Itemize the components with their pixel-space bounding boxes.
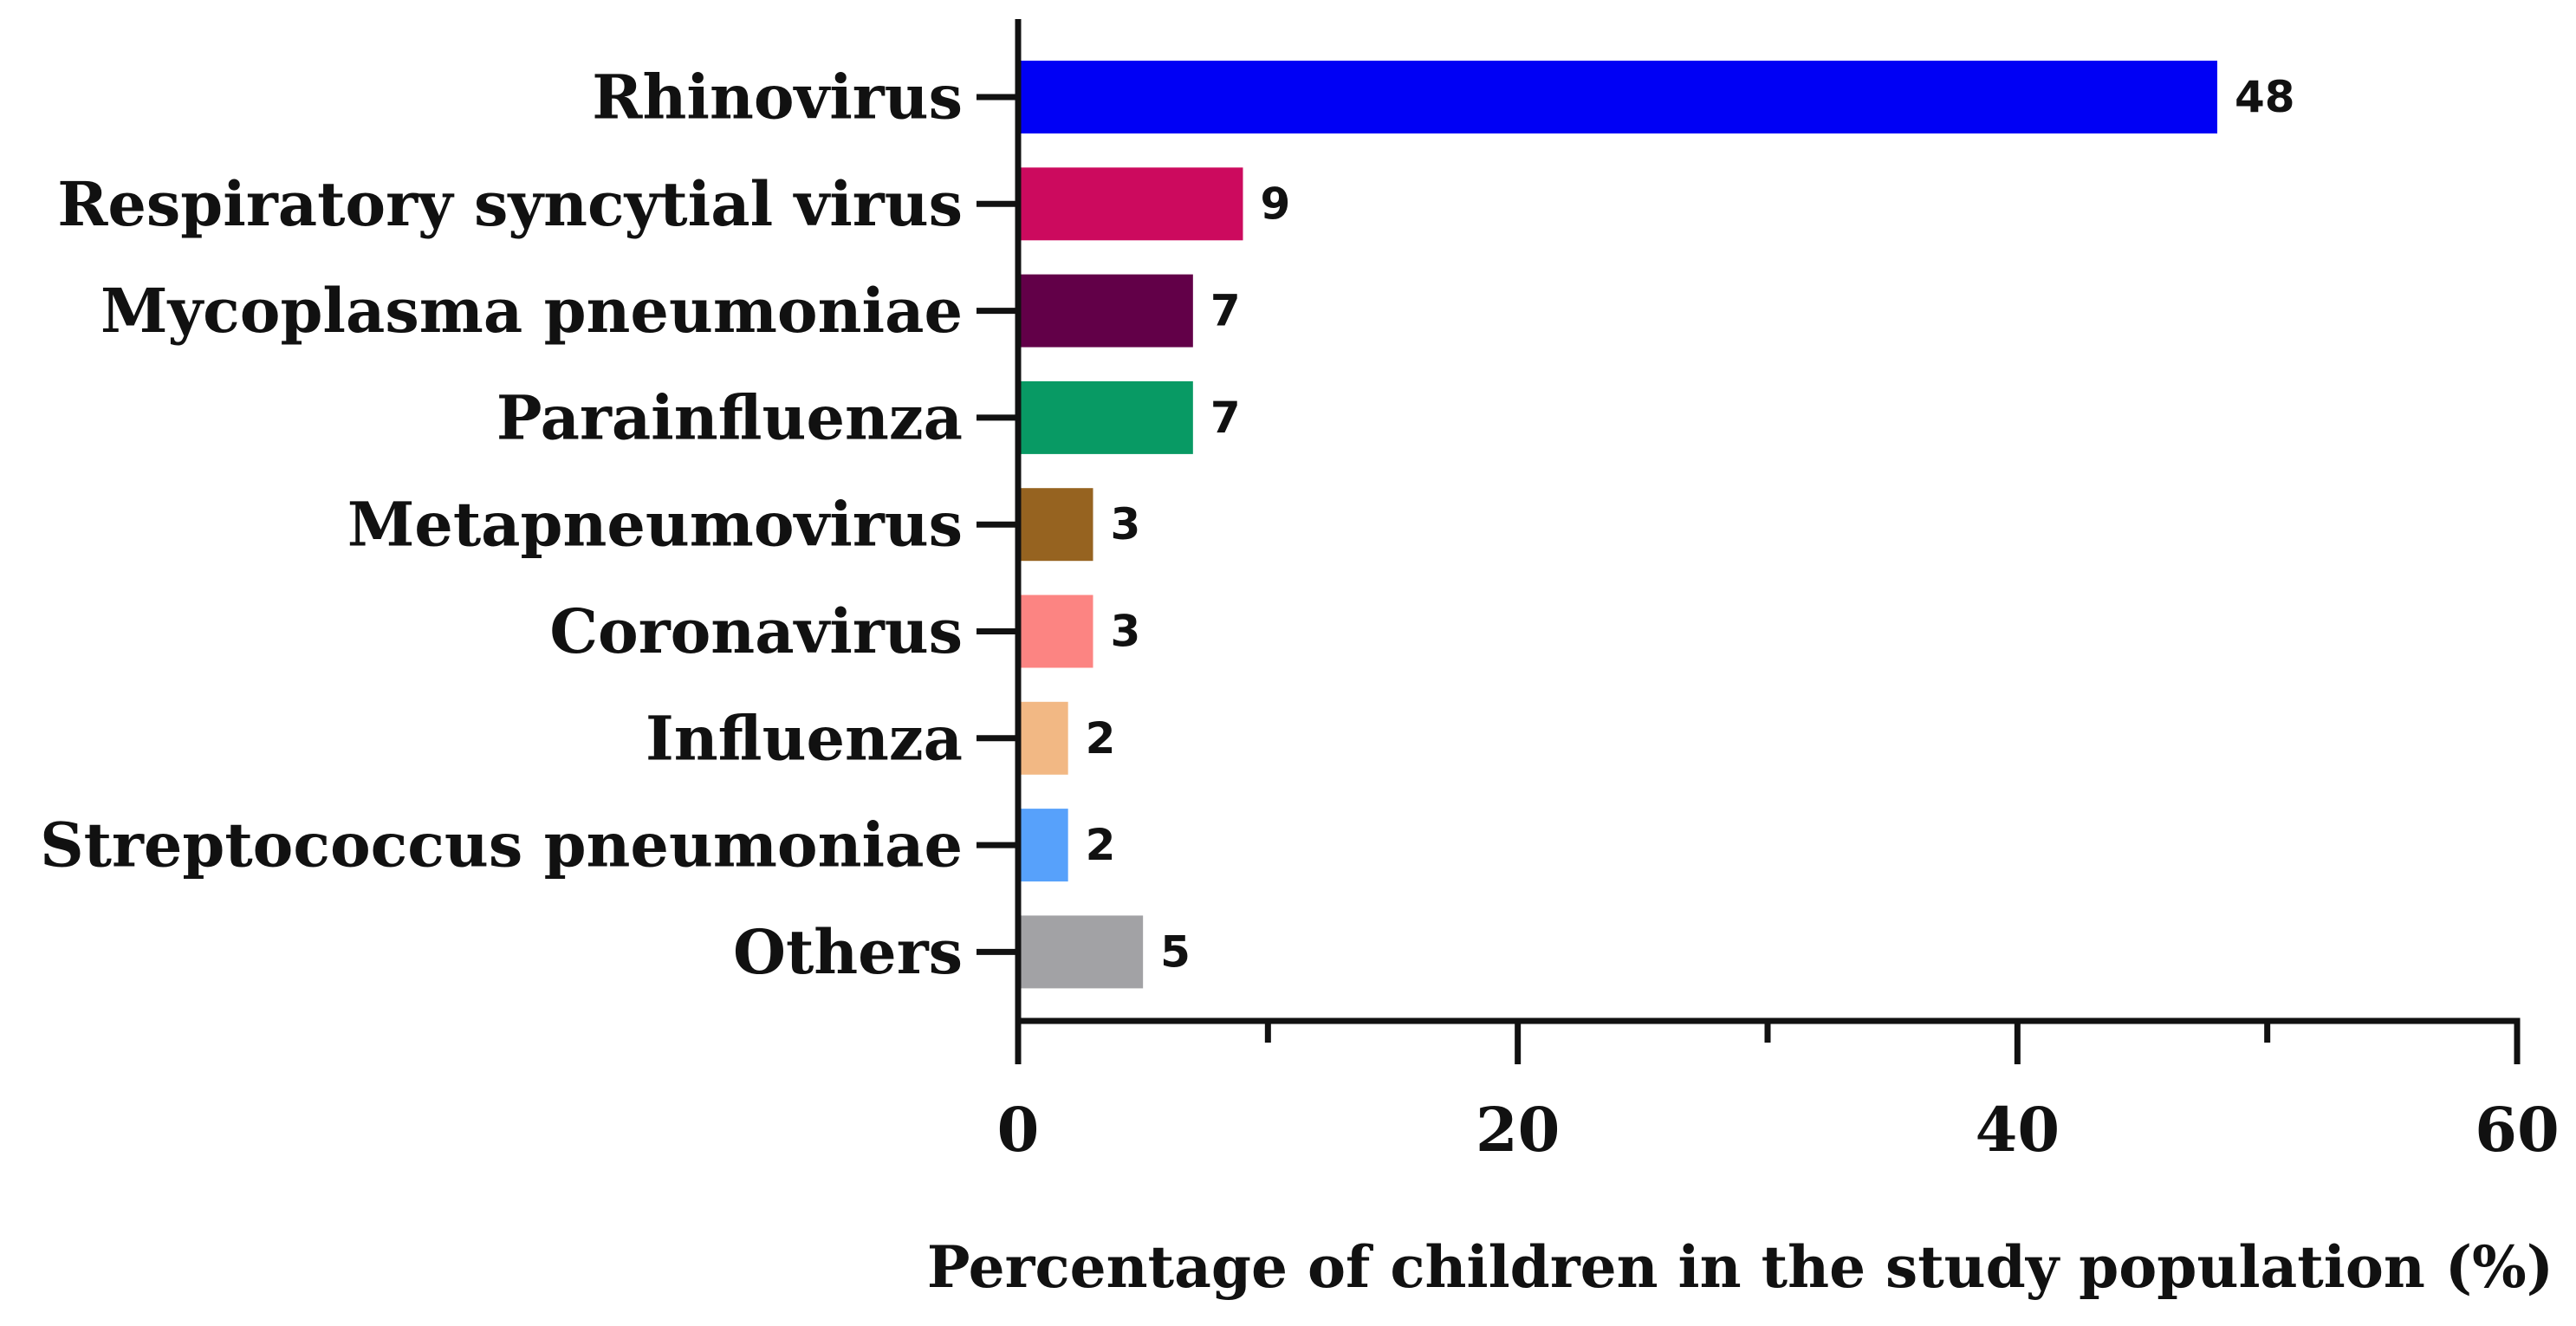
- category-label-0: Rhinovirus: [592, 62, 963, 133]
- value-label-2: 7: [1210, 286, 1241, 336]
- category-label-8: Others: [733, 916, 963, 988]
- x-tick-label-0: 0: [997, 1094, 1040, 1166]
- category-label-5: Coronavirus: [549, 595, 963, 667]
- bar-4: [1018, 488, 1093, 562]
- value-label-4: 3: [1111, 499, 1141, 549]
- value-label-0: 48: [2235, 72, 2295, 122]
- value-label-1: 9: [1261, 179, 1291, 229]
- bar-2: [1018, 274, 1193, 348]
- x-axis-title: Percentage of children in the study popu…: [927, 1233, 2553, 1301]
- value-label-5: 3: [1111, 607, 1141, 657]
- category-label-3: Parainfluenza: [496, 381, 963, 453]
- category-labels: Rhinovirus Respiratory syncytial virus Myc…: [40, 62, 963, 988]
- value-labels: 48 9 7 7 3 3 2 2 5: [1086, 72, 2295, 977]
- value-label-6: 2: [1086, 713, 1116, 764]
- x-tick-label-2: 40: [1976, 1094, 2060, 1166]
- x-tick-label-1: 20: [1476, 1094, 1560, 1166]
- bar-6: [1018, 701, 1068, 775]
- category-label-1: Respiratory syncytial virus: [57, 168, 963, 240]
- value-label-7: 2: [1086, 820, 1116, 870]
- bar-7: [1018, 809, 1068, 882]
- bar-1: [1018, 167, 1243, 241]
- bar-0: [1018, 61, 2217, 133]
- x-axis-ticks: [1015, 1021, 2521, 1064]
- category-label-2: Mycoplasma pneumoniae: [101, 275, 963, 347]
- bar-5: [1018, 595, 1093, 668]
- category-label-7: Streptococcus pneumoniae: [40, 809, 963, 881]
- value-label-3: 7: [1210, 393, 1241, 443]
- y-axis-ticks: [977, 94, 1018, 955]
- bar-3: [1018, 380, 1193, 454]
- axes: 0 20 40 60: [977, 19, 2560, 1166]
- bars-group: [1018, 61, 2217, 989]
- value-label-8: 5: [1160, 926, 1191, 977]
- x-tick-label-3: 60: [2475, 1094, 2559, 1166]
- category-label-6: Influenza: [646, 702, 963, 774]
- x-axis-tick-labels: 0 20 40 60: [997, 1094, 2560, 1166]
- category-label-4: Metapneumovirus: [347, 489, 963, 561]
- bar-8: [1018, 915, 1144, 989]
